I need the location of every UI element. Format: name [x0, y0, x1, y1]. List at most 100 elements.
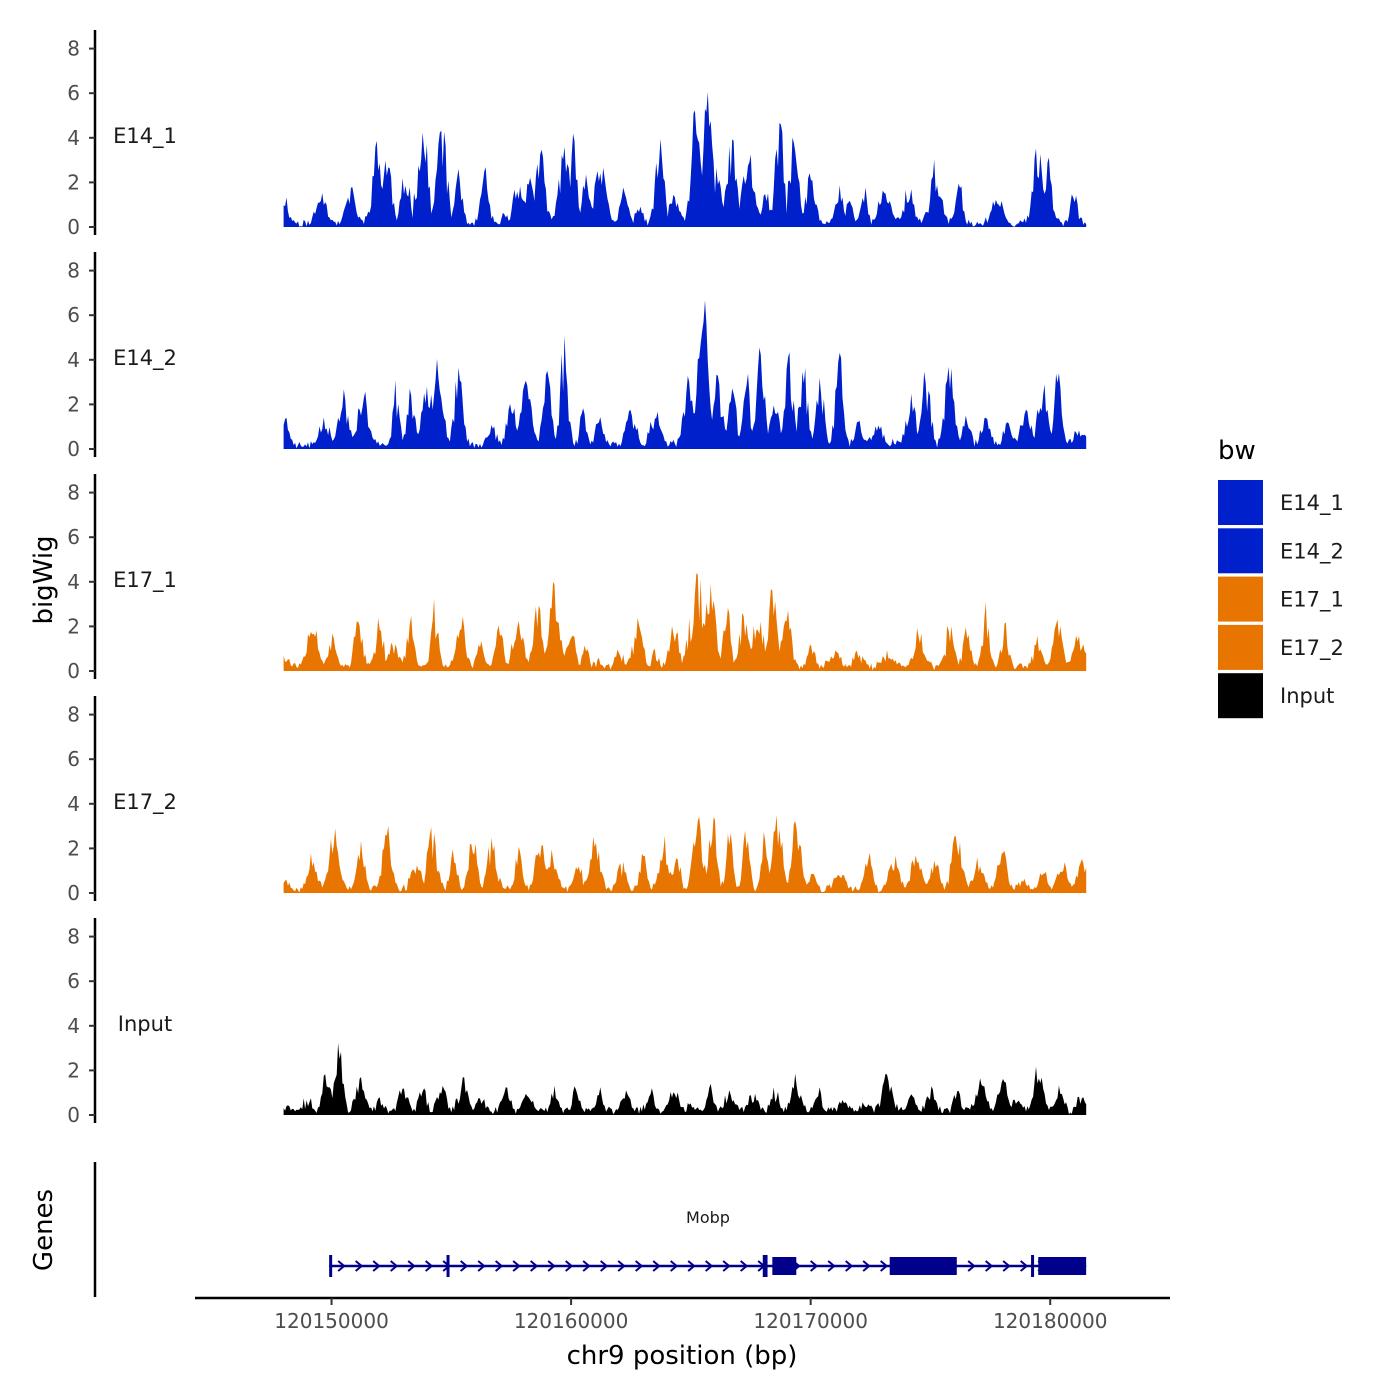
y-tick-label: 4 [67, 126, 80, 150]
strand-arrow [652, 1260, 661, 1272]
strand-arrow [1002, 1260, 1011, 1272]
track-label: E17_1 [113, 568, 177, 593]
y-tick-label: 0 [67, 437, 80, 461]
signal-tracks: 0 2 4 6 8 E14_1 0 2 4 6 8 E14_2 0 2 4 6 8 E17_1 0 2 4 6 8 E17_2… [67, 30, 1087, 1127]
strand-arrow [565, 1260, 574, 1272]
gene-exon [772, 1257, 797, 1275]
signal-area-input [283, 1043, 1087, 1115]
track-label: E14_2 [113, 346, 177, 371]
strand-arrow [477, 1260, 486, 1272]
gene-exon [329, 1255, 333, 1277]
gene-track: Mobp [93, 1162, 1087, 1297]
legend-label: E14_2 [1280, 539, 1344, 564]
strand-arrow [582, 1260, 591, 1272]
legend-label: Input [1280, 684, 1334, 708]
track-e14-1: 0 2 4 6 8 E14_1 [67, 30, 1087, 239]
strand-arrow [967, 1260, 976, 1272]
y-tick-label: 6 [67, 525, 80, 549]
y-tick-label: 4 [67, 570, 80, 594]
legend-swatch [1218, 480, 1263, 525]
y-tick-label: 0 [67, 215, 80, 239]
y-tick-label: 8 [67, 259, 80, 283]
genes-axis-title: Genes [29, 1189, 59, 1271]
y-tick-label: 0 [67, 881, 80, 905]
y-tick-label: 4 [67, 1014, 80, 1038]
strand-arrow [740, 1260, 749, 1272]
strand-arrow [845, 1260, 854, 1272]
strand-arrow [880, 1260, 889, 1272]
legend-label: E17_1 [1280, 588, 1344, 613]
gene-exon [1038, 1257, 1087, 1275]
signal-area-e14-2 [283, 300, 1087, 449]
x-axis-title: chr9 position (bp) [567, 1341, 798, 1371]
x-axis: 120150000 120160000 120170000 120180000 [195, 1296, 1170, 1333]
legend-label: E14_1 [1280, 491, 1344, 516]
signal-area-e17-1 [283, 573, 1087, 671]
x-tick-label: 120150000 [274, 1309, 389, 1333]
strand-arrow [407, 1260, 416, 1272]
gene-exon [1031, 1255, 1035, 1277]
legend-title: bw [1218, 436, 1256, 466]
track-label: E17_2 [113, 790, 177, 815]
y-tick-label: 2 [67, 170, 80, 194]
track-label: Input [118, 1012, 172, 1036]
y-tick-label: 4 [67, 792, 80, 816]
y-tick-label: 2 [67, 392, 80, 416]
y-tick-label: 6 [67, 747, 80, 771]
y-tick-label: 4 [67, 348, 80, 372]
y-tick-label: 6 [67, 303, 80, 327]
strand-arrow [372, 1260, 381, 1272]
strand-arrow [425, 1260, 434, 1272]
x-tick-label: 120180000 [993, 1309, 1108, 1333]
legend: bw E14_1 E14_2 E17_1 E17_2 Input [1218, 436, 1344, 719]
y-tick-label: 8 [67, 703, 80, 727]
y-tick-label: 6 [67, 81, 80, 105]
track-e14-2: 0 2 4 6 8 E14_2 [67, 252, 1087, 461]
gene-name-label: Mobp [686, 1208, 730, 1227]
strand-arrow [337, 1260, 346, 1272]
gene-exon [889, 1257, 957, 1275]
gene-exon [446, 1255, 450, 1277]
strand-arrow [460, 1260, 469, 1272]
strand-arrow [985, 1260, 994, 1272]
legend-swatch [1218, 673, 1263, 719]
y-tick-label: 2 [67, 1058, 80, 1082]
strand-arrow [600, 1260, 609, 1272]
strand-arrow [862, 1260, 871, 1272]
y-tick-label: 8 [67, 37, 80, 61]
track-e17-2: 0 2 4 6 8 E17_2 [67, 696, 1087, 905]
legend-swatch [1218, 528, 1263, 574]
x-tick-label: 120160000 [514, 1309, 629, 1333]
y-tick-label: 6 [67, 969, 80, 993]
y-tick-label: 2 [67, 614, 80, 638]
legend-label: E17_2 [1280, 636, 1344, 661]
strand-arrow [635, 1260, 644, 1272]
y-tick-label: 8 [67, 925, 80, 949]
y-axis-title: bigWig [29, 535, 59, 624]
x-tick-label: 120170000 [753, 1309, 868, 1333]
track-input: 0 2 4 6 8 Input [67, 918, 1087, 1127]
legend-swatch [1218, 576, 1263, 622]
track-e17-1: 0 2 4 6 8 E17_1 [67, 474, 1087, 683]
strand-arrow [687, 1260, 696, 1272]
strand-arrow [1020, 1260, 1029, 1272]
strand-arrow [670, 1260, 679, 1272]
strand-arrow [722, 1260, 731, 1272]
y-tick-label: 2 [67, 836, 80, 860]
strand-arrow [810, 1260, 819, 1272]
strand-arrow [355, 1260, 364, 1272]
strand-arrow [495, 1260, 504, 1272]
signal-area-e14-1 [283, 91, 1087, 227]
gene-exon [762, 1255, 768, 1277]
strand-arrow [705, 1260, 714, 1272]
legend-swatch [1218, 624, 1263, 670]
strand-arrow [547, 1260, 556, 1272]
y-tick-label: 0 [67, 1103, 80, 1127]
strand-arrow [827, 1260, 836, 1272]
strand-arrow [617, 1260, 626, 1272]
track-label: E14_1 [113, 124, 177, 149]
signal-area-e17-2 [283, 815, 1087, 893]
strand-arrow [512, 1260, 521, 1272]
strand-arrow [530, 1260, 539, 1272]
